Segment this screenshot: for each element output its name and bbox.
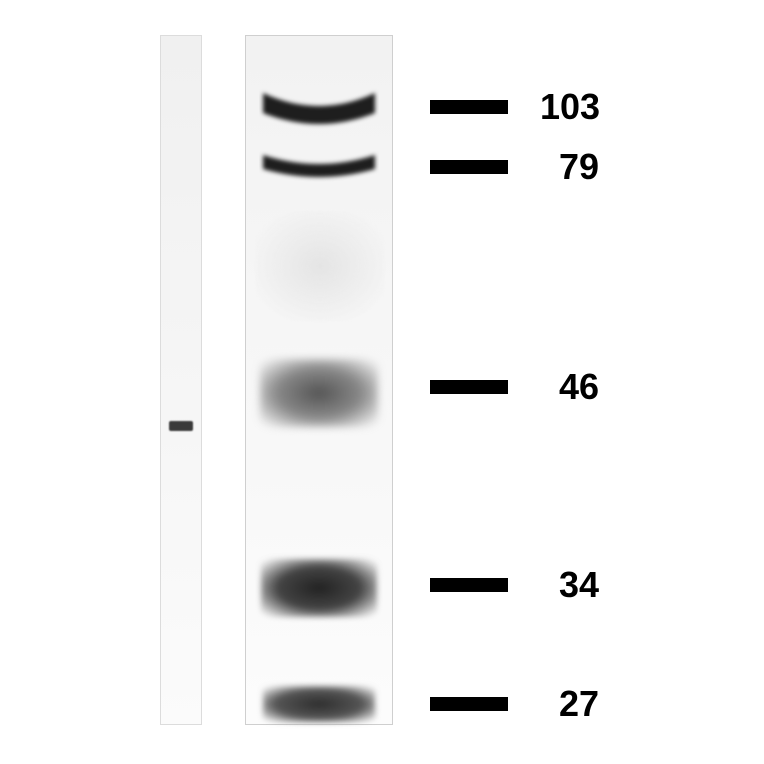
marker-label-79: 79 [559, 146, 599, 188]
marker-tick-103 [430, 100, 508, 114]
marker-label-27: 27 [559, 683, 599, 725]
marker-tick-46 [430, 380, 508, 394]
lane-2-band-79 [259, 151, 379, 183]
marker-label-103: 103 [540, 86, 600, 128]
marker-label-34: 34 [559, 564, 599, 606]
lane-2-band-27 [263, 686, 375, 722]
marker-tick-34 [430, 578, 508, 592]
lane-2-band-34 [261, 559, 377, 617]
marker-tick-27 [430, 697, 508, 711]
lane-1-sample [160, 35, 202, 725]
lane-1-band [169, 421, 193, 431]
lane-2-smear-upper [256, 211, 384, 321]
lane-2-band-46 [260, 359, 378, 427]
marker-tick-79 [430, 160, 508, 174]
lane-2-ladder [245, 35, 393, 725]
lane-2-band-103 [259, 87, 379, 129]
marker-label-46: 46 [559, 366, 599, 408]
